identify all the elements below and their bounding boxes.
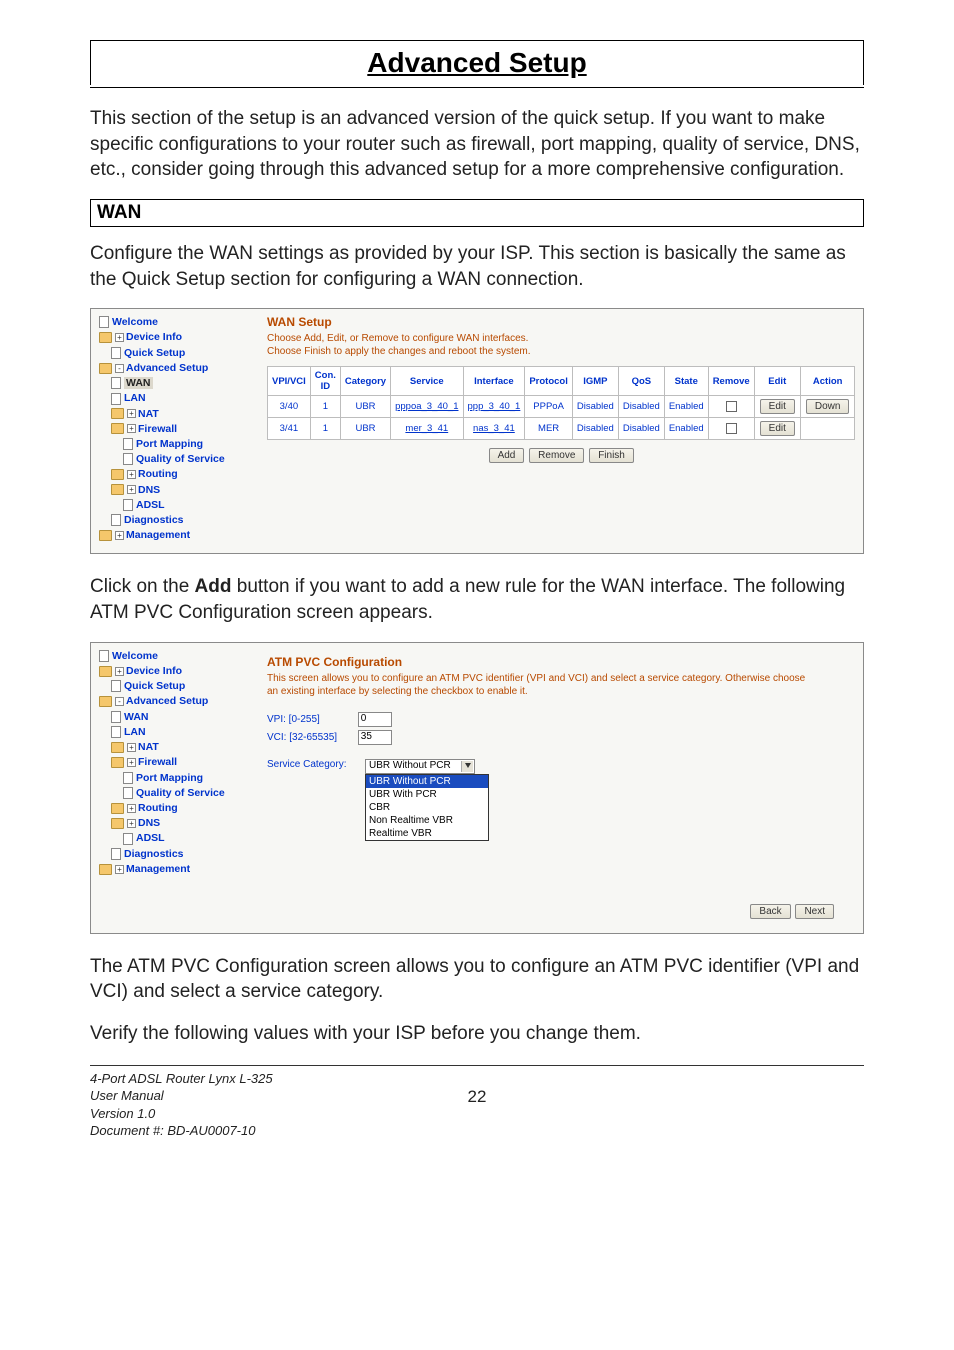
interface-link[interactable]: nas_3_41	[463, 418, 525, 440]
table-row: 3/40 1 UBR pppoa_3_40_1 ppp_3_40_1 PPPoA…	[268, 396, 855, 418]
col-remove: Remove	[708, 367, 754, 396]
wan-setup-subtitle: Choose Add, Edit, or Remove to configure…	[267, 332, 855, 358]
option-non-realtime-vbr[interactable]: Non Realtime VBR	[366, 814, 488, 827]
verify-paragraph: Verify the following values with your IS…	[90, 1021, 864, 1047]
table-row: 3/41 1 UBR mer_3_41 nas_3_41 MER Disable…	[268, 418, 855, 440]
footer-manual: User Manual	[90, 1087, 417, 1105]
service-link[interactable]: mer_3_41	[391, 418, 463, 440]
tree-routing[interactable]: +Routing	[99, 467, 249, 482]
page-title: Advanced Setup	[91, 47, 863, 79]
title-divider	[90, 87, 864, 88]
tree-device-info[interactable]: +Device Info	[99, 330, 249, 345]
remove-checkbox[interactable]	[708, 418, 754, 440]
atm-config-panel: ATM PVC Configuration This screen allows…	[267, 649, 855, 923]
tree-diagnostics[interactable]: Diagnostics	[99, 847, 249, 862]
col-igmp: IGMP	[572, 367, 618, 396]
tree-adsl[interactable]: ADSL	[99, 831, 249, 846]
option-ubr-with-pcr[interactable]: UBR With PCR	[366, 788, 488, 801]
tree-firewall[interactable]: +Firewall	[99, 755, 249, 770]
tree-diagnostics[interactable]: Diagnostics	[99, 513, 249, 528]
tree-nat[interactable]: +NAT	[99, 740, 249, 755]
tree-port-mapping[interactable]: Port Mapping	[99, 437, 249, 452]
page-title-bar: Advanced Setup	[90, 40, 864, 85]
atm-pvc-screenshot: Welcome +Device Info Quick Setup -Advanc…	[90, 642, 864, 934]
tree-dns[interactable]: +DNS	[99, 816, 249, 831]
vci-input[interactable]: 35	[358, 730, 392, 745]
nav-tree-2: Welcome +Device Info Quick Setup -Advanc…	[99, 649, 249, 877]
option-cbr[interactable]: CBR	[366, 801, 488, 814]
tree-device-info[interactable]: +Device Info	[99, 664, 249, 679]
col-category: Category	[340, 367, 390, 396]
col-service: Service	[391, 367, 463, 396]
tree-management[interactable]: +Management	[99, 862, 249, 877]
wan-setup-panel: WAN Setup Choose Add, Edit, or Remove to…	[267, 315, 855, 463]
mid-paragraph: Click on the Add button if you want to a…	[90, 574, 864, 625]
tree-firewall[interactable]: +Firewall	[99, 422, 249, 437]
tree-dns[interactable]: +DNS	[99, 483, 249, 498]
wan-intro-paragraph: Configure the WAN settings as provided b…	[90, 241, 864, 292]
tree-lan[interactable]: LAN	[99, 391, 249, 406]
wan-section-heading: WAN	[90, 199, 864, 227]
edit-button[interactable]: Edit	[754, 418, 800, 440]
tree-adsl[interactable]: ADSL	[99, 498, 249, 513]
tree-wan[interactable]: WAN	[99, 710, 249, 725]
col-action: Action	[800, 367, 855, 396]
tree-quick-setup[interactable]: Quick Setup	[99, 679, 249, 694]
remove-checkbox[interactable]	[708, 396, 754, 418]
page-number: 22	[417, 1070, 537, 1140]
tree-advanced-setup[interactable]: -Advanced Setup	[99, 361, 249, 376]
tree-port-mapping[interactable]: Port Mapping	[99, 771, 249, 786]
tree-nat[interactable]: +NAT	[99, 407, 249, 422]
edit-button[interactable]: Edit	[754, 396, 800, 418]
tree-quick-setup[interactable]: Quick Setup	[99, 346, 249, 361]
finish-button[interactable]: Finish	[589, 448, 634, 463]
tree-management[interactable]: +Management	[99, 528, 249, 543]
service-category-select[interactable]: UBR Without PCR UBR Without PCR UBR With…	[365, 759, 489, 841]
atm-paragraph: The ATM PVC Configuration screen allows …	[90, 954, 864, 1005]
interface-link[interactable]: ppp_3_40_1	[463, 396, 525, 418]
footer-document: Document #: BD-AU0007-10	[90, 1122, 417, 1140]
tree-advanced-setup[interactable]: -Advanced Setup	[99, 694, 249, 709]
tree-routing[interactable]: +Routing	[99, 801, 249, 816]
col-state: State	[664, 367, 708, 396]
col-interface: Interface	[463, 367, 525, 396]
wan-setup-table: VPI/VCI Con. ID Category Service Interfa…	[267, 366, 855, 440]
tree-wan[interactable]: WAN	[99, 376, 249, 391]
footer-divider	[90, 1065, 864, 1066]
vpi-input[interactable]: 0	[358, 712, 392, 727]
atm-title: ATM PVC Configuration	[267, 655, 855, 669]
col-qos: QoS	[618, 367, 664, 396]
add-button[interactable]: Add	[489, 448, 525, 463]
wan-setup-title: WAN Setup	[267, 315, 855, 329]
wan-button-row: Add Remove Finish	[267, 448, 855, 463]
service-link[interactable]: pppoa_3_40_1	[391, 396, 463, 418]
intro-paragraph: This section of the setup is an advanced…	[90, 106, 864, 183]
col-edit: Edit	[754, 367, 800, 396]
page-footer: 4-Port ADSL Router Lynx L-325 User Manua…	[90, 1070, 864, 1140]
col-vpivci: VPI/VCI	[268, 367, 311, 396]
tree-welcome[interactable]: Welcome	[99, 315, 249, 330]
tree-qos[interactable]: Quality of Service	[99, 452, 249, 467]
vpi-label: VPI: [0-255]	[267, 714, 355, 725]
vci-label: VCI: [32-65535]	[267, 732, 355, 743]
tree-lan[interactable]: LAN	[99, 725, 249, 740]
tree-qos[interactable]: Quality of Service	[99, 786, 249, 801]
service-category-label: Service Category:	[267, 759, 365, 770]
option-ubr-without-pcr[interactable]: UBR Without PCR	[366, 775, 488, 788]
remove-button[interactable]: Remove	[529, 448, 584, 463]
col-conid: Con. ID	[310, 367, 340, 396]
back-button[interactable]: Back	[750, 904, 790, 919]
service-category-dropdown[interactable]: UBR Without PCR UBR With PCR CBR Non Rea…	[365, 774, 489, 841]
atm-description: This screen allows you to configure an A…	[267, 672, 807, 698]
footer-product: 4-Port ADSL Router Lynx L-325	[90, 1070, 417, 1088]
footer-version: Version 1.0	[90, 1105, 417, 1123]
nav-tree: Welcome +Device Info Quick Setup -Advanc…	[99, 315, 249, 543]
col-protocol: Protocol	[525, 367, 573, 396]
tree-welcome[interactable]: Welcome	[99, 649, 249, 664]
down-button[interactable]: Down	[800, 396, 855, 418]
next-button[interactable]: Next	[795, 904, 834, 919]
wan-setup-screenshot: Welcome +Device Info Quick Setup -Advanc…	[90, 308, 864, 554]
option-realtime-vbr[interactable]: Realtime VBR	[366, 827, 488, 840]
